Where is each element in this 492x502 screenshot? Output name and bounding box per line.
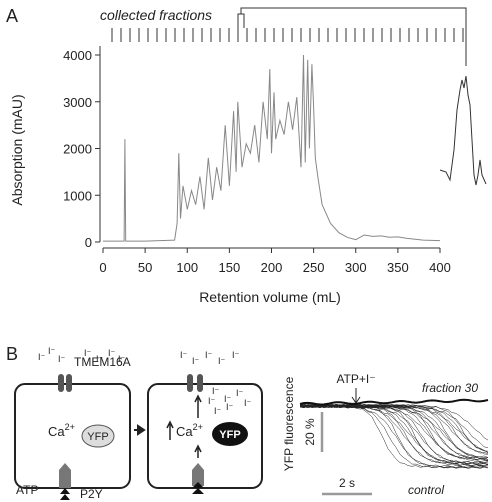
ion: I⁻: [244, 398, 252, 408]
ion: I⁻: [226, 402, 234, 412]
yfp-protein: [81, 424, 115, 448]
arrow: [194, 394, 202, 458]
x-tick-label: 0: [99, 260, 106, 275]
y-tick-label: 0: [85, 235, 92, 250]
fraction-label: fraction 30: [422, 381, 478, 395]
chromatogram: [103, 54, 441, 242]
traces: [299, 398, 489, 469]
x-tick-label: 350: [387, 260, 409, 275]
ion: I⁻: [180, 350, 188, 360]
y-tick-label: 2000: [63, 142, 92, 157]
inset-trace: [439, 75, 487, 186]
y-tick-label: 4000: [63, 48, 92, 63]
receptor-label: P2Y: [80, 487, 103, 501]
control-trace: [299, 404, 489, 453]
calcium-charge: 2+: [193, 422, 203, 432]
yfp-label: YFP: [87, 431, 108, 443]
channel: [197, 374, 203, 392]
atp-ligand: [60, 488, 70, 500]
control-trace: [299, 403, 489, 462]
x-tick-label: 200: [261, 260, 283, 275]
x-tick-label: 50: [138, 260, 152, 275]
ion: I⁻: [212, 386, 220, 396]
panel-label: A: [6, 6, 18, 26]
channel: [187, 374, 193, 392]
fraction-ticks: [111, 28, 464, 42]
control-label: control: [408, 483, 444, 497]
ion: I⁻: [118, 354, 126, 364]
calcium-text: Ca: [176, 424, 193, 439]
ion: I⁻: [205, 350, 213, 360]
annotation: collected fractions: [100, 7, 212, 23]
ion: I⁻: [58, 354, 66, 364]
calcium: Ca2+: [176, 422, 203, 439]
control-trace: [299, 405, 489, 448]
fraction-trace: [299, 398, 489, 406]
x-tick-label: 300: [345, 260, 367, 275]
stimulus-label: ATP+I⁻: [336, 372, 375, 386]
ion: I⁻: [232, 350, 240, 360]
arrow: [166, 420, 174, 440]
control-trace: [299, 405, 489, 469]
cell: [147, 383, 263, 489]
ion: I⁻: [38, 352, 46, 362]
ion: I⁻: [48, 346, 56, 356]
control-trace: [299, 405, 489, 459]
y-tick-label: 1000: [63, 188, 92, 203]
y-label: YFP fluorescence: [282, 376, 296, 471]
scale-x-label: 2 s: [339, 476, 355, 490]
x-tick-label: 400: [429, 260, 451, 275]
receptor: [192, 463, 204, 486]
x-tick-label: 100: [176, 260, 198, 275]
calcium-text: Ca: [48, 424, 65, 439]
cell: [14, 383, 131, 489]
y-axis-label: Absorption (mAU): [9, 94, 25, 205]
control-trace: [299, 405, 489, 464]
atp-ligand: [192, 482, 204, 494]
ion: I⁻: [84, 348, 92, 358]
ion: I⁻: [224, 394, 232, 404]
channel: [58, 374, 64, 392]
ion: I⁻: [96, 354, 104, 364]
channel-label: TMEM16A: [74, 355, 131, 369]
x-tick-label: 250: [303, 260, 325, 275]
panel-label: B: [6, 344, 18, 364]
ion: I⁻: [192, 356, 200, 366]
calcium-charge: 2+: [65, 422, 75, 432]
control-trace: [299, 405, 489, 469]
ions: I⁻I⁻I⁻I⁻I⁻I⁻I⁻ I⁻I⁻I⁻I⁻I⁻I⁻I⁻I⁻I⁻ I⁻ I⁻I⁻: [38, 346, 252, 416]
calcium: Ca2+: [48, 422, 75, 439]
yfp-label: YFP: [219, 429, 240, 441]
ion: I⁻: [108, 348, 116, 358]
ion: I⁻: [236, 388, 244, 398]
y-tick-label: 3000: [63, 95, 92, 110]
stimulus-arrow: [351, 388, 361, 404]
x-tick-label: 150: [219, 260, 241, 275]
atp-label: ATP: [16, 483, 38, 497]
ion: I⁻: [218, 356, 226, 366]
yfp-protein: [212, 422, 248, 446]
receptor: [59, 463, 71, 488]
channel: [66, 374, 72, 392]
scale-y-label: 20 %: [303, 418, 317, 446]
control-trace: [299, 405, 489, 458]
ion: I⁻: [214, 406, 222, 416]
ion: I⁻: [208, 396, 216, 406]
control-trace: [299, 403, 489, 441]
control-trace: [299, 405, 489, 460]
arrow: [134, 424, 146, 436]
x-axis-label: Retention volume (mL): [199, 289, 341, 305]
fraction-bracket: [237, 7, 467, 66]
